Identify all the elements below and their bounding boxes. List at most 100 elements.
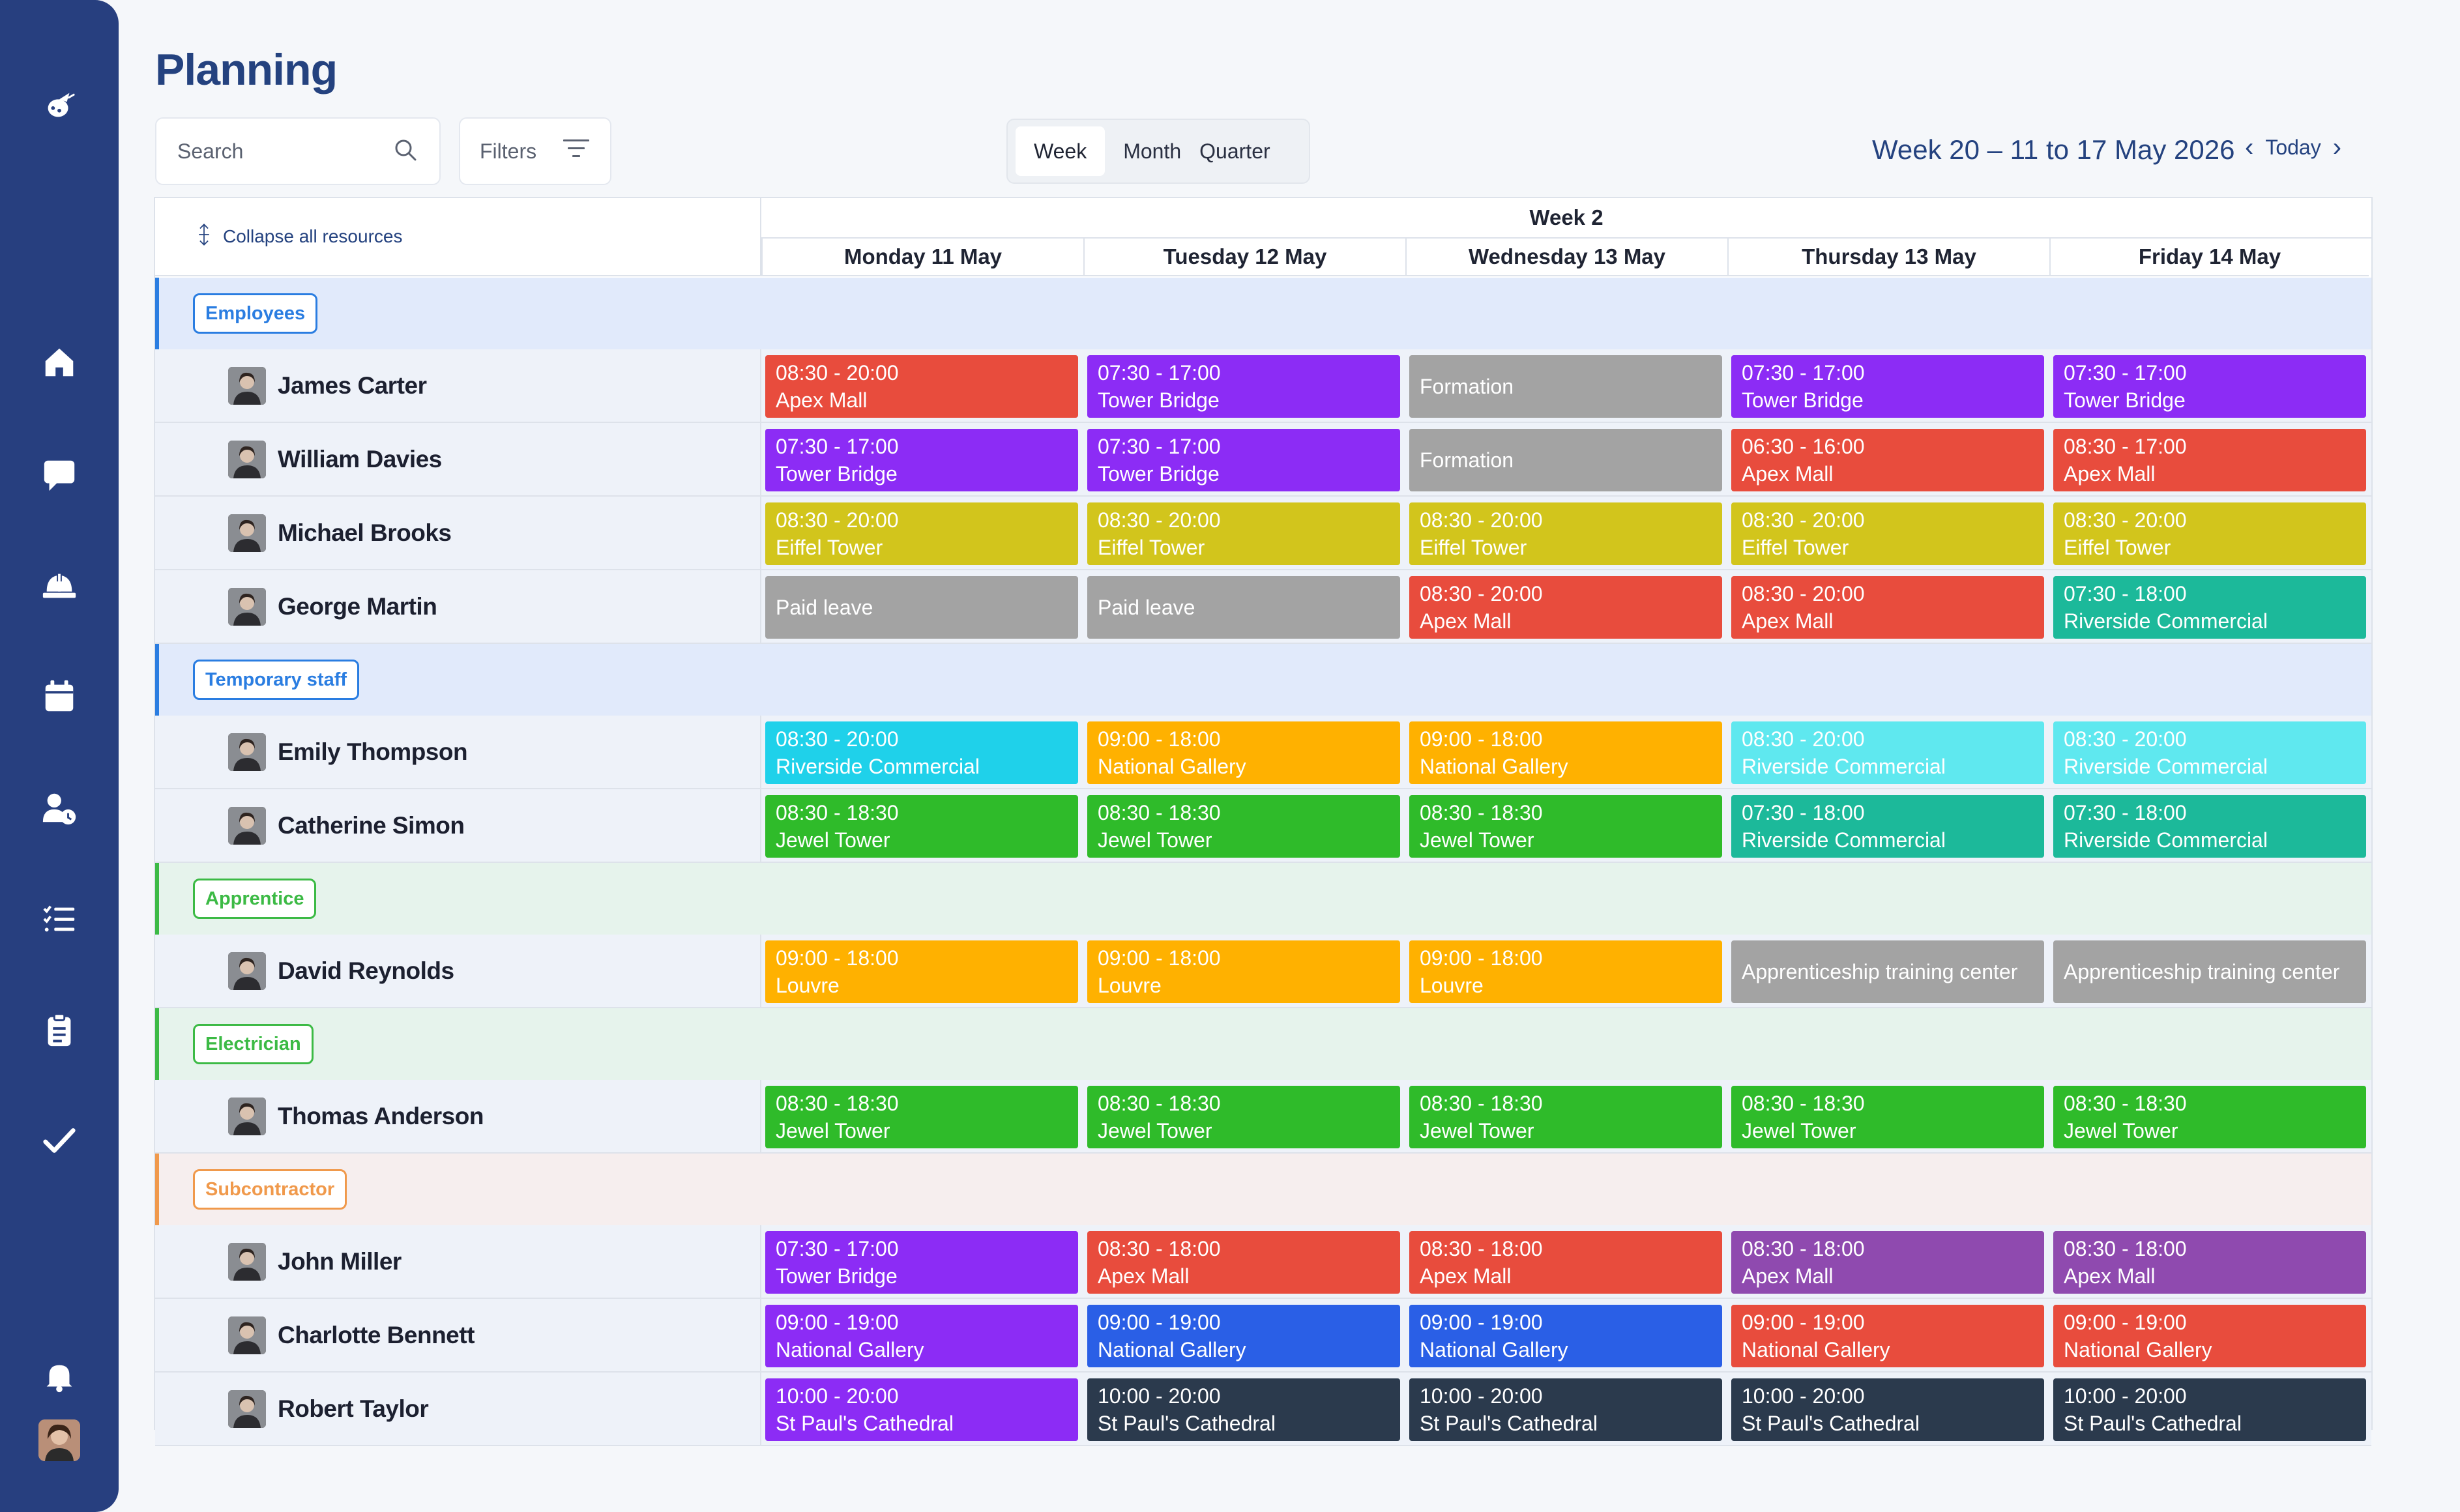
shift-block[interactable]: 08:30 - 20:00 Riverside Commercial: [765, 721, 1078, 784]
shift-block[interactable]: 08:30 - 18:00 Apex Mall: [1087, 1231, 1400, 1294]
shift-block[interactable]: 08:30 - 20:00 Apex Mall: [765, 355, 1078, 418]
group-tag[interactable]: Apprentice: [193, 879, 317, 919]
resource-cell[interactable]: James Carter: [155, 349, 761, 422]
resource-cell[interactable]: William Davies: [155, 423, 761, 495]
shift-block[interactable]: 08:30 - 18:30 Jewel Tower: [1087, 795, 1400, 858]
resource-cell[interactable]: Thomas Anderson: [155, 1080, 761, 1152]
shift-block[interactable]: 07:30 - 17:00 Tower Bridge: [765, 1231, 1078, 1294]
shift-block[interactable]: Paid leave: [1087, 576, 1400, 639]
shift-block[interactable]: Paid leave: [765, 576, 1078, 639]
shift-block[interactable]: 08:30 - 18:30 Jewel Tower: [765, 795, 1078, 858]
shift-block[interactable]: 08:30 - 18:30 Jewel Tower: [1409, 1086, 1722, 1148]
resource-cell[interactable]: Michael Brooks: [155, 497, 761, 569]
bell-icon[interactable]: [38, 1356, 80, 1397]
search-box[interactable]: [155, 117, 441, 185]
shift-block[interactable]: 08:30 - 18:30 Jewel Tower: [765, 1086, 1078, 1148]
group-tag[interactable]: Temporary staff: [193, 660, 360, 700]
view-week-button[interactable]: Week: [1016, 126, 1106, 176]
shift-block[interactable]: 08:30 - 18:30 Jewel Tower: [1731, 1086, 2044, 1148]
calendar-icon[interactable]: [38, 675, 80, 717]
shift-block[interactable]: 07:30 - 17:00 Tower Bridge: [1087, 355, 1400, 418]
view-month-button[interactable]: Month: [1123, 139, 1182, 163]
shift-block[interactable]: 08:30 - 18:00 Apex Mall: [2053, 1231, 2366, 1294]
resource-cell[interactable]: Emily Thompson: [155, 716, 761, 788]
shift-block[interactable]: Formation: [1409, 355, 1722, 418]
shift-time: 08:30 - 18:00: [1420, 1237, 1543, 1260]
shift-block[interactable]: 08:30 - 17:00 Apex Mall: [2053, 429, 2366, 491]
shift-block[interactable]: 09:00 - 19:00 National Gallery: [1409, 1305, 1722, 1367]
shift-block[interactable]: 07:30 - 17:00 Tower Bridge: [1087, 429, 1400, 491]
user-avatar[interactable]: [38, 1419, 80, 1461]
shift-block[interactable]: 09:00 - 18:00 Louvre: [1409, 940, 1722, 1003]
shift-block[interactable]: 10:00 - 20:00 St Paul's Cathedral: [1731, 1378, 2044, 1441]
shift-block[interactable]: 08:30 - 18:30 Jewel Tower: [1409, 795, 1722, 858]
shift-block[interactable]: 09:00 - 19:00 National Gallery: [2053, 1305, 2366, 1367]
shift-block[interactable]: 08:30 - 20:00 Apex Mall: [1731, 576, 2044, 639]
shift-block[interactable]: 07:30 - 18:00 Riverside Commercial: [1731, 795, 2044, 858]
today-button[interactable]: Today: [2265, 135, 2321, 159]
shift-location: Tower Bridge: [776, 462, 898, 486]
search-input[interactable]: [177, 139, 373, 164]
collapse-all-button[interactable]: Collapse all resources: [155, 198, 761, 276]
shift-block[interactable]: 10:00 - 20:00 St Paul's Cathedral: [2053, 1378, 2366, 1441]
shift-block[interactable]: 07:30 - 17:00 Tower Bridge: [2053, 355, 2366, 418]
chevron-left-icon[interactable]: ‹: [2245, 133, 2254, 162]
shift-block[interactable]: 08:30 - 18:30 Jewel Tower: [2053, 1086, 2366, 1148]
resource-cell[interactable]: David Reynolds: [155, 935, 761, 1007]
shift-block[interactable]: 09:00 - 18:00 National Gallery: [1409, 721, 1722, 784]
shift-block[interactable]: Apprenticeship training center: [2053, 940, 2366, 1003]
shift-block[interactable]: Apprenticeship training center: [1731, 940, 2044, 1003]
shift-block[interactable]: 07:30 - 17:00 Tower Bridge: [765, 429, 1078, 491]
shift-block[interactable]: 10:00 - 20:00 St Paul's Cathedral: [1087, 1378, 1400, 1441]
shift-block[interactable]: Formation: [1409, 429, 1722, 491]
shift-block[interactable]: 09:00 - 18:00 National Gallery: [1087, 721, 1400, 784]
shift-block[interactable]: 07:30 - 18:00 Riverside Commercial: [2053, 795, 2366, 858]
shift-block[interactable]: 07:30 - 18:00 Riverside Commercial: [2053, 576, 2366, 639]
shift-block[interactable]: 06:30 - 16:00 Apex Mall: [1731, 429, 2044, 491]
shift-block[interactable]: 08:30 - 20:00 Riverside Commercial: [1731, 721, 2044, 784]
check-icon[interactable]: [38, 1120, 80, 1161]
shift-block[interactable]: 09:00 - 18:00 Louvre: [765, 940, 1078, 1003]
shift-block[interactable]: 08:30 - 18:00 Apex Mall: [1731, 1231, 2044, 1294]
shift-block[interactable]: 09:00 - 19:00 National Gallery: [1731, 1305, 2044, 1367]
logo-icon[interactable]: [38, 85, 80, 126]
shift-location: National Gallery: [1098, 1338, 1246, 1361]
shift-block[interactable]: 08:30 - 20:00 Eiffel Tower: [1731, 502, 2044, 565]
shift-location: Riverside Commercial: [2064, 828, 2268, 852]
search-icon[interactable]: [392, 137, 418, 166]
shift-block[interactable]: 08:30 - 20:00 Eiffel Tower: [2053, 502, 2366, 565]
resource-cell[interactable]: Catherine Simon: [155, 789, 761, 862]
chat-icon[interactable]: [38, 454, 80, 495]
view-quarter-button[interactable]: Quarter: [1199, 139, 1270, 163]
shift-block[interactable]: 08:30 - 20:00 Riverside Commercial: [2053, 721, 2366, 784]
group-tag[interactable]: Employees: [193, 293, 318, 334]
filters-button[interactable]: Filters: [459, 117, 611, 185]
group-tag[interactable]: Electrician: [193, 1024, 314, 1064]
shift-block[interactable]: 09:00 - 19:00 National Gallery: [1087, 1305, 1400, 1367]
shift-block[interactable]: 08:30 - 20:00 Eiffel Tower: [765, 502, 1078, 565]
user-clock-icon[interactable]: [38, 787, 80, 829]
shift-location: Formation: [1420, 375, 1514, 398]
chevron-right-icon[interactable]: ›: [2332, 133, 2342, 162]
clipboard-icon[interactable]: [38, 1009, 80, 1051]
group-tag[interactable]: Subcontractor: [193, 1169, 347, 1210]
shift-location: Apex Mall: [1420, 609, 1512, 633]
shift-block[interactable]: 10:00 - 20:00 St Paul's Cathedral: [765, 1378, 1078, 1441]
shift-location: Tower Bridge: [1742, 388, 1864, 412]
resource-cell[interactable]: Charlotte Bennett: [155, 1299, 761, 1371]
resource-cell[interactable]: John Miller: [155, 1225, 761, 1298]
checklist-icon[interactable]: [38, 898, 80, 940]
shift-block[interactable]: 07:30 - 17:00 Tower Bridge: [1731, 355, 2044, 418]
shift-block[interactable]: 08:30 - 18:30 Jewel Tower: [1087, 1086, 1400, 1148]
shift-block[interactable]: 08:30 - 18:00 Apex Mall: [1409, 1231, 1722, 1294]
shift-block[interactable]: 09:00 - 19:00 National Gallery: [765, 1305, 1078, 1367]
shift-block[interactable]: 09:00 - 18:00 Louvre: [1087, 940, 1400, 1003]
worksite-icon[interactable]: [38, 564, 80, 606]
shift-block[interactable]: 08:30 - 20:00 Eiffel Tower: [1087, 502, 1400, 565]
shift-block[interactable]: 10:00 - 20:00 St Paul's Cathedral: [1409, 1378, 1722, 1441]
home-icon[interactable]: [38, 342, 80, 383]
resource-cell[interactable]: George Martin: [155, 570, 761, 643]
shift-block[interactable]: 08:30 - 20:00 Eiffel Tower: [1409, 502, 1722, 565]
resource-cell[interactable]: Robert Taylor: [155, 1373, 761, 1445]
shift-block[interactable]: 08:30 - 20:00 Apex Mall: [1409, 576, 1722, 639]
